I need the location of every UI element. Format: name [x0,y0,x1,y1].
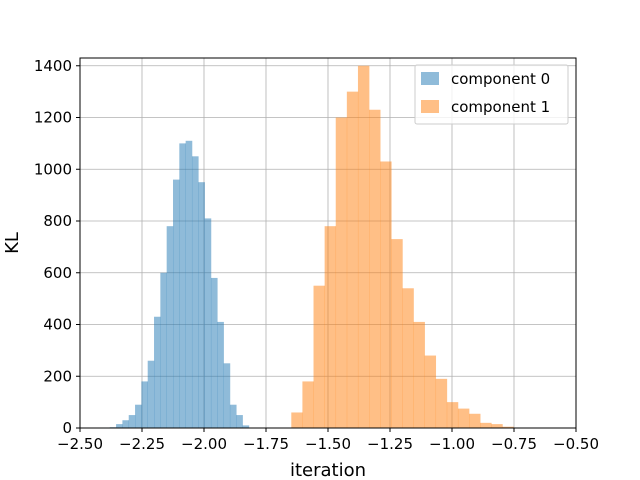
histogram-bar-component-0 [116,424,123,428]
histogram-bar-component-1 [369,109,381,428]
histogram-bar-component-1 [357,65,370,428]
histogram-bar-component-0 [173,179,180,428]
y-axis-label: KL [2,232,23,254]
histogram-bar-component-1 [491,424,503,428]
x-axis-label: iteration [290,460,366,480]
histogram-bar-component-0 [242,425,250,428]
legend-swatch-component-1 [421,100,439,113]
legend-label-component-0: component 0 [451,70,550,88]
histogram-bar-component-0 [217,321,224,428]
histogram-bar-component-0 [179,143,186,428]
histogram-bar-component-1 [480,422,492,428]
x-tick-label: −1.00 [429,435,475,453]
legend-swatch-component-0 [421,72,439,85]
legend-frame [414,64,569,125]
x-tick-label: −1.75 [243,435,289,453]
y-tick-label: 1200 [34,109,72,127]
histogram-bar-component-0 [166,226,174,428]
histogram-bar-component-0 [229,404,237,428]
y-tick-label: 800 [43,212,72,230]
legend: component 0 component 1 [414,64,569,125]
histogram-bar-component-1 [469,413,481,428]
histogram-bar-component-1 [446,402,459,428]
x-tick-label: −2.50 [57,435,103,453]
histogram-bar-component-0 [236,415,243,428]
histogram-bar-component-0 [128,415,136,428]
histogram-bar-component-1 [502,426,514,428]
y-tick-label: 0 [62,419,72,437]
histogram-bar-component-0 [160,272,167,428]
histogram-bar-component-0 [147,360,155,428]
histogram-bar-component-0 [141,381,149,428]
x-axis-ticks: −2.50 −2.25 −2.00 −1.75 −1.50 −1.25 −1.00 −0.75… [57,428,599,453]
histogram-bar-component-0 [210,277,218,428]
x-tick-label: −0.75 [491,435,537,453]
histogram-bar-component-1 [435,378,448,428]
y-tick-label: 600 [43,264,72,282]
histogram-bar-component-0 [191,156,199,428]
histogram-bar-component-0 [198,182,205,428]
y-tick-label: 400 [43,316,72,334]
histogram-bar-component-1 [402,288,414,428]
legend-label-component-1: component 1 [451,98,550,116]
bars [109,65,514,429]
histogram-bar-component-1 [380,161,392,428]
histogram-bar-component-0 [223,363,231,428]
histogram-bar-component-1 [457,408,470,428]
y-tick-label: 200 [43,367,72,385]
y-axis-ticks: 0 200 400 600 800 1000 1200 1400 [34,57,80,437]
x-tick-label: −0.50 [553,435,599,453]
histogram-bar-component-1 [346,91,359,429]
histogram-bar-component-0 [135,404,142,428]
y-tick-label: 1400 [34,57,72,75]
histogram-bar-component-0 [204,218,212,428]
x-tick-label: −2.25 [119,435,165,453]
x-tick-label: −1.25 [367,435,413,453]
histogram-bar-component-0 [185,140,193,429]
x-tick-label: −1.50 [305,435,351,453]
histogram-bar-component-1 [313,285,325,428]
histogram-bar-component-1 [302,381,314,428]
x-tick-label: −2.00 [181,435,227,453]
histogram-bar-component-0 [122,420,130,428]
histogram-bar-component-1 [324,226,337,428]
histogram-bar-component-1 [413,321,425,428]
histogram-bar-component-1 [424,355,437,428]
histogram-bar-component-1 [335,117,348,428]
y-tick-label: 1000 [34,160,72,178]
histogram-bar-component-1 [391,239,403,428]
histogram-bar-component-0 [154,316,161,428]
histogram-bar-component-1 [291,412,303,428]
